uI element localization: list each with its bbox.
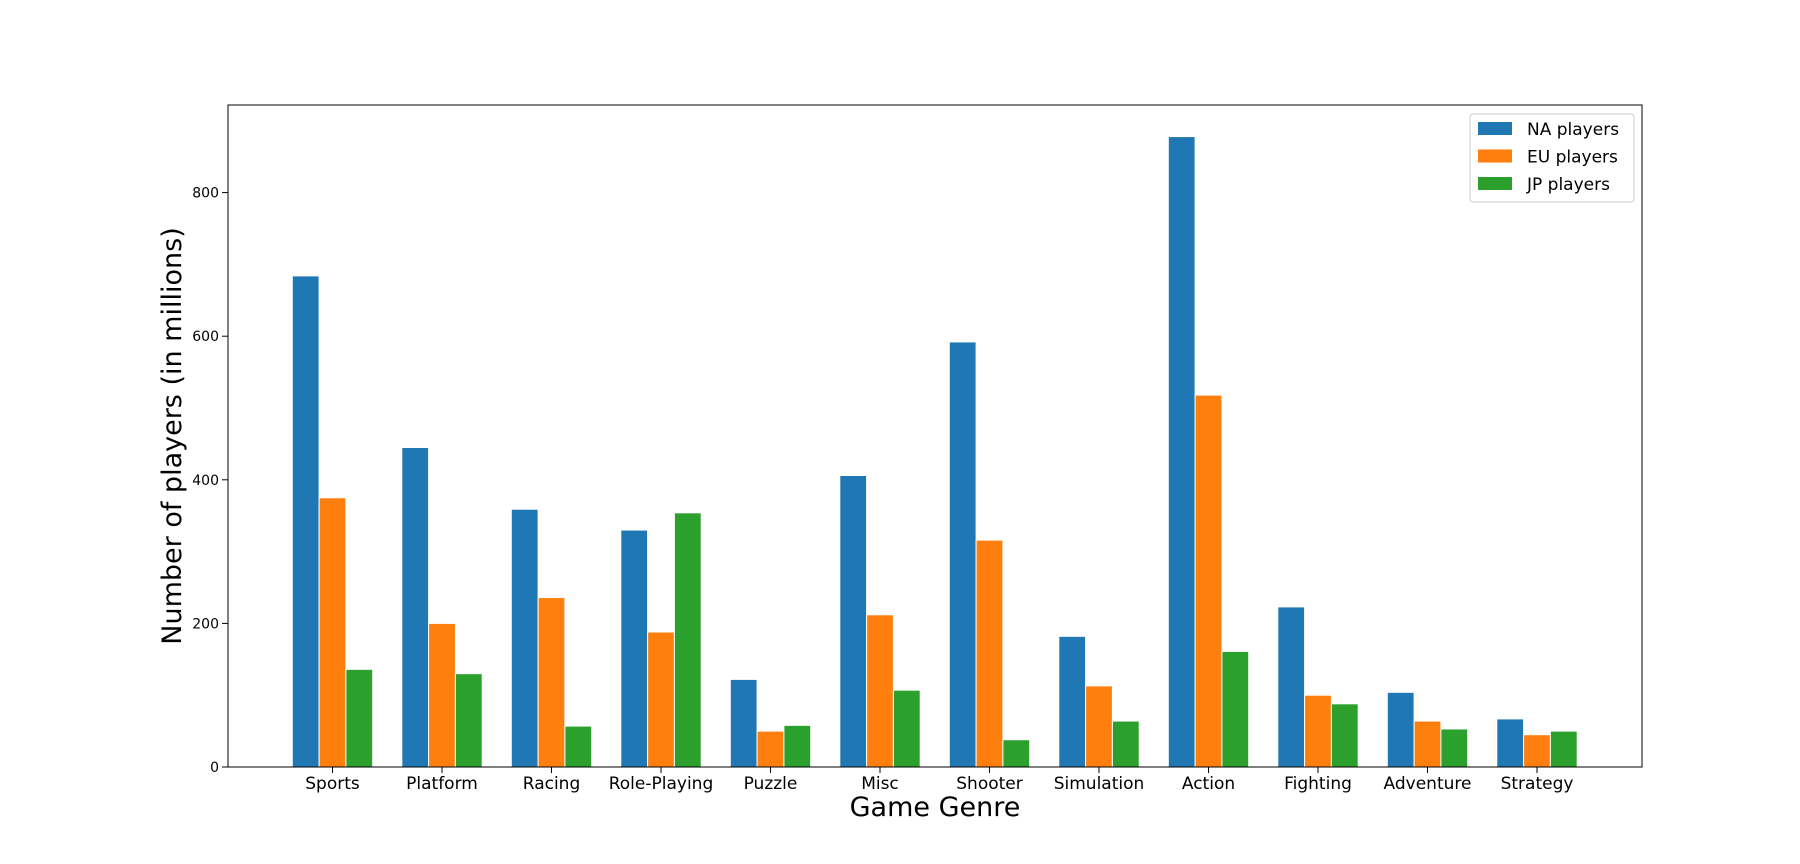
x-axis-label: Game Genre (850, 792, 1021, 823)
bar-jp-players-role-playing (673, 512, 702, 768)
legend-swatch-eu-players (1478, 149, 1512, 163)
bar-eu-players-puzzle (756, 730, 785, 768)
bar-eu-players-misc (866, 614, 894, 768)
x-tick-label: Shooter (956, 774, 1022, 794)
bar-eu-players-strategy (1523, 734, 1551, 768)
bar-eu-players-racing (537, 597, 566, 768)
legend-swatch-na-players (1478, 122, 1512, 135)
y-tick-label: 600 (192, 329, 219, 345)
bar-jp-players-sports (345, 668, 374, 768)
bar-eu-players-fighting (1304, 694, 1332, 768)
x-tick-label: Strategy (1501, 774, 1574, 794)
bar-eu-players-role-playing (647, 631, 675, 768)
bar-eu-players-simulation (1085, 685, 1113, 768)
x-tick-label: Adventure (1384, 774, 1472, 794)
bars-group (291, 136, 1578, 768)
bar-na-players-puzzle (729, 678, 758, 768)
bar-jp-players-puzzle (783, 724, 812, 768)
bar-na-players-shooter (948, 341, 977, 768)
bar-jp-players-platform (454, 673, 483, 768)
bar-na-players-racing (510, 508, 539, 768)
x-tick-label: Fighting (1284, 774, 1352, 794)
legend: NA players EU players JP players (1469, 113, 1635, 203)
bar-na-players-fighting (1277, 606, 1306, 768)
bar-na-players-sports (291, 275, 320, 768)
bar-jp-players-simulation (1111, 720, 1140, 768)
x-tick-label: Simulation (1054, 774, 1145, 794)
bar-eu-players-platform (428, 622, 456, 768)
x-tick-label: Action (1182, 774, 1235, 794)
legend-label-eu-players: EU players (1527, 148, 1618, 168)
bar-eu-players-shooter (975, 539, 1004, 768)
bar-eu-players-action (1194, 394, 1223, 768)
bar-na-players-role-playing (620, 529, 649, 768)
y-axis: 0 200 400 600 800 (192, 186, 228, 776)
bar-na-players-action (1167, 136, 1196, 768)
x-tick-label: Racing (523, 774, 581, 794)
bar-jp-players-misc (892, 689, 921, 768)
y-tick-label: 800 (192, 186, 219, 202)
y-tick-label: 0 (210, 760, 219, 776)
x-tick-label: Role-Playing (609, 774, 714, 794)
legend-swatch-jp-players (1478, 177, 1512, 190)
x-tick-label: Puzzle (744, 774, 798, 794)
bar-na-players-misc (839, 474, 868, 768)
legend-label-jp-players: JP players (1526, 175, 1610, 195)
x-tick-label: Misc (861, 774, 899, 794)
bar-jp-players-fighting (1330, 703, 1359, 768)
x-tick-label: Platform (406, 774, 478, 794)
legend-label-na-players: NA players (1527, 120, 1619, 140)
bar-jp-players-strategy (1549, 730, 1578, 768)
bar-na-players-platform (401, 446, 430, 768)
bar-eu-players-adventure (1413, 720, 1442, 768)
bar-na-players-simulation (1058, 635, 1087, 768)
bar-na-players-strategy (1496, 718, 1525, 768)
bar-jp-players-action (1221, 650, 1250, 768)
y-axis-label: Number of players (in millions) (157, 227, 188, 644)
x-tick-label: Sports (305, 774, 360, 794)
bar-na-players-adventure (1386, 691, 1415, 768)
bar-jp-players-shooter (1002, 739, 1031, 768)
bar-jp-players-adventure (1440, 728, 1469, 768)
bar-jp-players-racing (564, 725, 593, 768)
plot-frame (227, 104, 1643, 768)
y-tick-label: 200 (192, 616, 219, 632)
x-axis: Sports Platform Racing Role-Playing Puzzle Mi… (305, 767, 1573, 794)
bar-eu-players-sports (318, 497, 347, 768)
y-tick-label: 400 (192, 473, 219, 489)
